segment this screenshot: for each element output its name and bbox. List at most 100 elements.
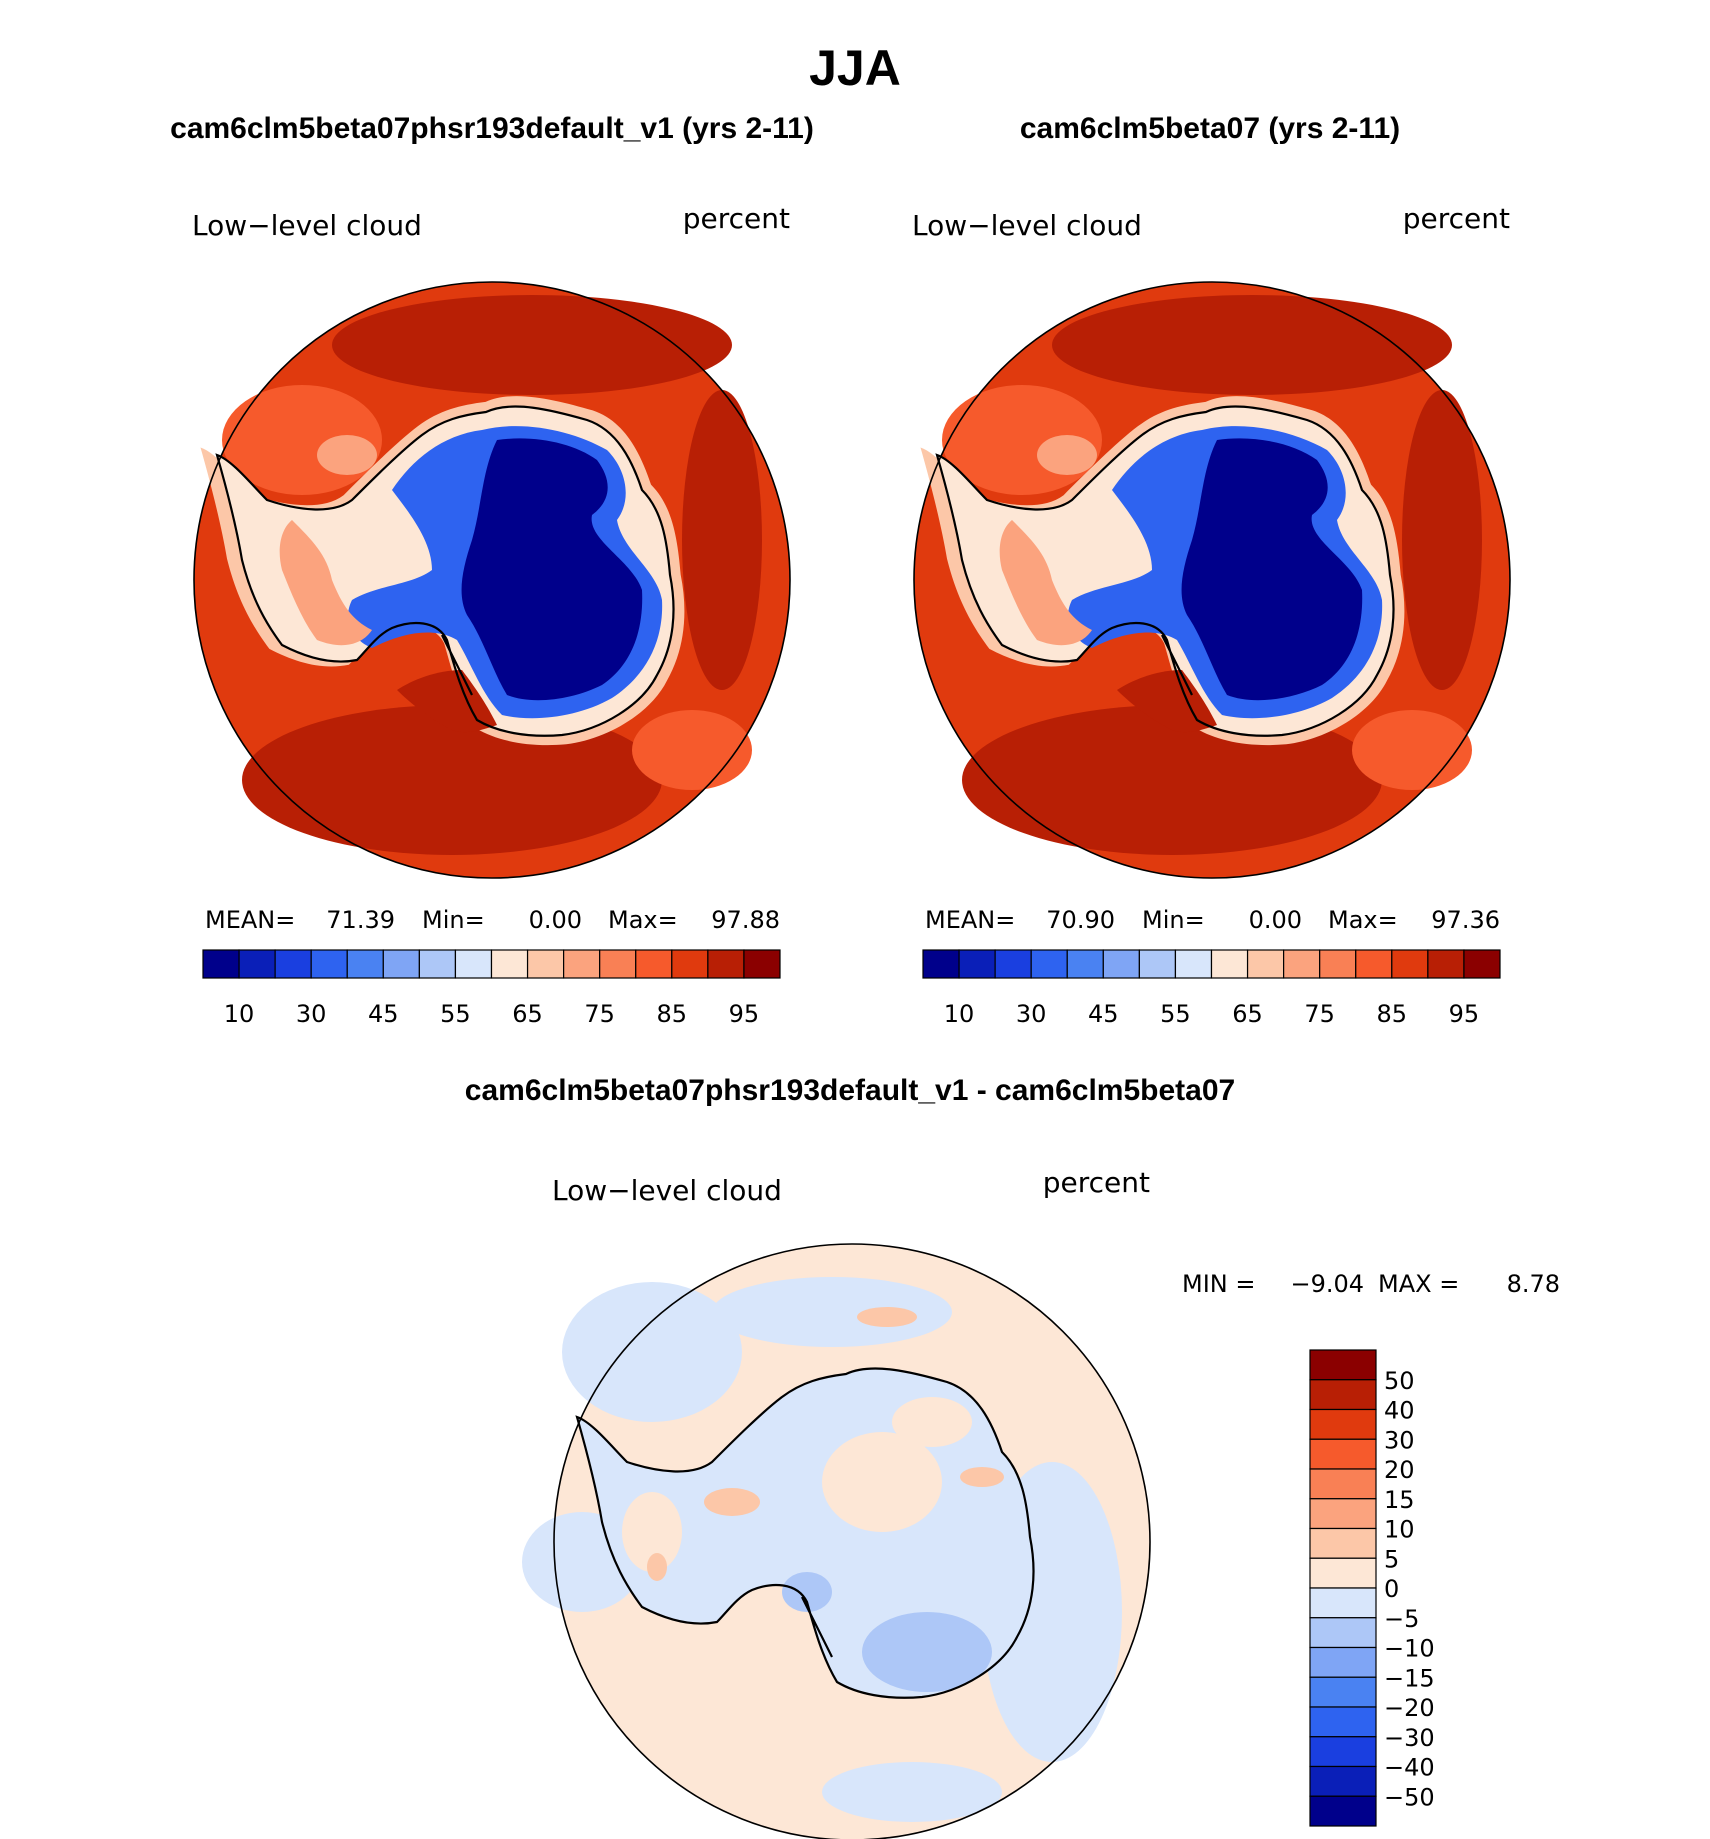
- panel1-darkband-2: [332, 295, 732, 395]
- panel3-min-label: MIN =: [1182, 1270, 1255, 1298]
- panel1-colorbar-tick-label: 10: [224, 1000, 255, 1028]
- panel3-neg-patch-2: [712, 1277, 952, 1347]
- panel1-colorbar-box-15: [743, 949, 781, 979]
- panel2-darkband-3: [1402, 390, 1482, 690]
- panel3-colorbar-tick-label: −20: [1384, 1694, 1435, 1722]
- panel2-map: [913, 281, 1511, 879]
- panel3-neg-patch-5: [822, 1762, 1002, 1822]
- panel3-colorbar-box-11: [1309, 1676, 1377, 1708]
- panel3-colorbar-box-4: [1309, 1468, 1377, 1500]
- panel3-colorbar-tick-label: 5: [1384, 1545, 1399, 1573]
- panel1-colorbar-box-4: [346, 949, 384, 979]
- panel3-colorbar-tick-label: −10: [1384, 1635, 1435, 1663]
- panel3-max-value: 8.78: [1507, 1270, 1560, 1298]
- panel1-colorbar-box-10: [563, 949, 601, 979]
- panel3-pos-patch-3: [622, 1492, 682, 1572]
- panel2-mean-label: MEAN=: [925, 906, 1015, 934]
- panel3-pos-patch-1: [822, 1432, 942, 1532]
- panel2-colorbar-box-0: [922, 949, 960, 979]
- panel2-colorbar-tick-label: 75: [1304, 1000, 1335, 1028]
- panel2-colorbar-tick-label: 10: [944, 1000, 975, 1028]
- panel2-colorbar-box-6: [1138, 949, 1177, 979]
- panel2-map-border: [913, 281, 1511, 879]
- panel2-colorbar-box-3: [1030, 949, 1068, 979]
- panel3-min-value: −9.04: [1290, 1270, 1364, 1298]
- panel1-colorbar-tick-label: 85: [657, 1000, 688, 1028]
- panel3-neg-deep-1: [862, 1612, 992, 1692]
- panel1-variable-label: Low−level cloud: [192, 209, 422, 242]
- panel-2: Low−level cloud percent MEAN= 70.90 Min=…: [912, 202, 1511, 1028]
- panel3-neg-patch-1: [562, 1282, 742, 1422]
- panel2-case-title: cam6clm5beta07 (yrs 2-11): [1020, 112, 1400, 145]
- panel1-map-border: [193, 281, 791, 879]
- panel1-colorbar-box-14: [707, 949, 745, 979]
- panel2-darkband-2: [1052, 295, 1452, 395]
- panel2-max-label: Max=: [1328, 906, 1398, 934]
- panel2-colorbar-box-1: [958, 949, 996, 979]
- panel3-map: [522, 1243, 1151, 1839]
- panel3-colorbar-tick-label: 0: [1384, 1575, 1399, 1603]
- panel1-colorbar-box-13: [671, 949, 709, 979]
- panel1-max-value: 97.88: [711, 906, 780, 934]
- panel1-colorbar-box-7: [454, 949, 493, 979]
- panel1-colorbar-box-1: [238, 949, 276, 979]
- panel1-colorbar-box-2: [274, 949, 312, 979]
- panel3-colorbar-tick-label: −30: [1384, 1724, 1435, 1752]
- figure-title: JJA: [809, 40, 901, 96]
- panel3-colorbar-box-3: [1309, 1438, 1377, 1470]
- panel3-colorbar-tick-label: −40: [1384, 1754, 1435, 1782]
- panel2-stats: MEAN= 70.90 Min= 0.00 Max= 97.36: [925, 906, 1500, 934]
- panel3-variable-label: Low−level cloud: [552, 1174, 782, 1207]
- panel2-max-value: 97.36: [1431, 906, 1500, 934]
- panel2-lightpatch-3: [1037, 435, 1097, 475]
- panel2-colorbar-box-5: [1102, 949, 1140, 979]
- panel3-colorbar-tick-label: −50: [1384, 1783, 1435, 1811]
- panel3-colorbar-box-12: [1309, 1706, 1377, 1738]
- panel1-colorbar-box-12: [635, 949, 673, 979]
- panel3-colorbar-box-2: [1309, 1408, 1377, 1440]
- panel1-colorbar-tick-label: 55: [440, 1000, 471, 1028]
- panel2-colorbar-box-11: [1319, 949, 1357, 979]
- panel1-units-label: percent: [683, 202, 790, 235]
- panel1-map: [193, 281, 791, 879]
- panel3-colorbar-tick-label: 20: [1384, 1456, 1415, 1484]
- panel1-colorbar-box-6: [418, 949, 457, 979]
- panel2-min-label: Min=: [1142, 906, 1205, 934]
- panel1-mean-value: 71.39: [326, 906, 395, 934]
- panel1-min-label: Min=: [422, 906, 485, 934]
- panel1-colorbar: 10 30 45 55 65 75 85 95: [202, 949, 781, 1028]
- panel1-stats: MEAN= 71.39 Min= 0.00 Max= 97.88: [205, 906, 780, 934]
- panel2-colorbar-tick-label: 55: [1160, 1000, 1191, 1028]
- panel1-darkband-3: [682, 390, 762, 690]
- panel1-colorbar-box-9: [526, 949, 565, 979]
- panel2-colorbar-tick-label: 30: [1016, 1000, 1047, 1028]
- panel2-colorbar-tick-label: 65: [1232, 1000, 1263, 1028]
- panel2-colorbar-box-12: [1355, 949, 1393, 979]
- panel1-colorbar-tick-label: 45: [368, 1000, 399, 1028]
- panel3-colorbar-box-5: [1309, 1498, 1377, 1530]
- panel1-mean-label: MEAN=: [205, 906, 295, 934]
- panel-1: Low−level cloud percent MEAN= 71.39 Min=…: [192, 202, 791, 1028]
- panel3-pos-deep-2: [647, 1553, 667, 1581]
- panel3-colorbar-box-8: [1309, 1587, 1377, 1619]
- panel1-lightpatch-2: [632, 710, 752, 790]
- panel1-colorbar-box-11: [599, 949, 637, 979]
- panel2-colorbar-box-13: [1391, 949, 1429, 979]
- panel3-pos-deep-4: [857, 1307, 917, 1327]
- panel2-variable-label: Low−level cloud: [912, 209, 1142, 242]
- panel3-colorbar-box-13: [1309, 1736, 1377, 1768]
- panel3-colorbar-tick-label: −5: [1384, 1605, 1419, 1633]
- panel3-colorbar-tick-label: 50: [1384, 1367, 1415, 1395]
- panel2-lightpatch-2: [1352, 710, 1472, 790]
- panel3-colorbar-box-14: [1309, 1765, 1377, 1797]
- panel3-neg-deep-2: [782, 1572, 832, 1612]
- panel1-lightpatch-3: [317, 435, 377, 475]
- panel1-colorbar-tick-label: 95: [729, 1000, 760, 1028]
- panel2-colorbar-box-8: [1210, 949, 1249, 979]
- panel1-case-title: cam6clm5beta07phsr193default_v1 (yrs 2-1…: [170, 112, 814, 145]
- panel3-pos-deep-1: [704, 1488, 760, 1516]
- panel2-colorbar-box-15: [1463, 949, 1501, 979]
- panel1-colorbar-box-3: [310, 949, 348, 979]
- panel2-mean-value: 70.90: [1046, 906, 1115, 934]
